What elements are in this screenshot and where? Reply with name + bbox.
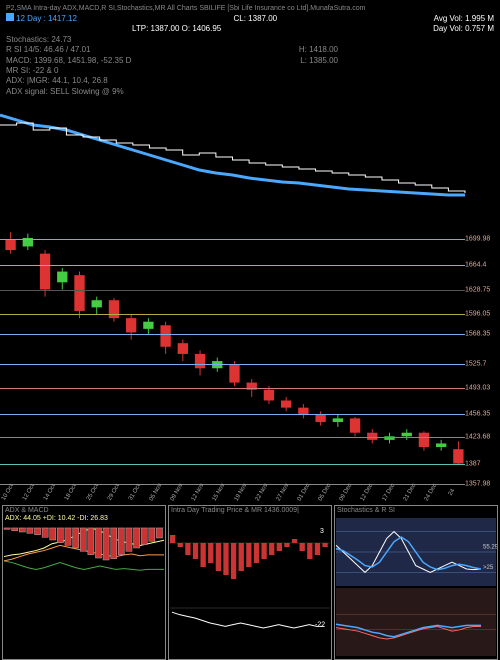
adx-macd-panel: ADX & MACD ADX: 44.05 +DI: 10.42 -DI: 26… xyxy=(2,505,166,660)
svg-text:-22: -22 xyxy=(315,621,325,628)
avg-vol-label: Avg Vol: 1.995 M xyxy=(434,14,494,24)
stoch-rsi-panel: Stochastics & R SI 55.29>25 xyxy=(334,505,498,660)
stoch-stat: Stochastics: 24.73 xyxy=(6,35,494,45)
close-label: CL: 1387.00 xyxy=(234,14,278,24)
date-axis: 10 Oct12 Oct14 Oct18 Oct25 Oct29 Oct31 O… xyxy=(0,488,465,500)
low-stat: L: 1385.00 xyxy=(300,56,338,66)
rsi-stat: R SI 14/5: 46.46 / 47.01 xyxy=(6,45,91,55)
intraday-mr-panel: Intra Day Trading Price & MR 1436.0009| … xyxy=(168,505,332,660)
price-axis: 1699.981664.41628.751596.051568.351525.7… xyxy=(465,225,500,485)
ltp-label: LTP: 1387.00 O: 1406.95 xyxy=(132,24,221,34)
macd-stat: MACD: 1399.68, 1451.98, -52.35 D xyxy=(6,56,131,66)
chart-header: P2,SMA Intra-day ADX,MACD,R SI,Stochasti… xyxy=(0,0,500,101)
indicator-list: P2,SMA Intra-day ADX,MACD,R SI,Stochasti… xyxy=(6,4,365,13)
mr-stat: MR SI: -22 & 0 xyxy=(6,66,494,76)
svg-text:55.29: 55.29 xyxy=(483,545,497,551)
adx-stat: ADX: |MGR: 44.1, 10.4, 26.8 xyxy=(6,76,494,86)
sma-label: 12 Day : 1417.12 xyxy=(6,13,77,24)
candlestick-chart: 1699.981664.41628.751596.051568.351525.7… xyxy=(0,225,500,485)
svg-text:3: 3 xyxy=(320,528,324,535)
sma-price-chart xyxy=(0,95,500,215)
day-vol-label: Day Vol: 0.757 M xyxy=(433,24,494,34)
high-stat: H: 1418.00 xyxy=(299,45,338,55)
svg-text:>25: >25 xyxy=(483,565,494,571)
